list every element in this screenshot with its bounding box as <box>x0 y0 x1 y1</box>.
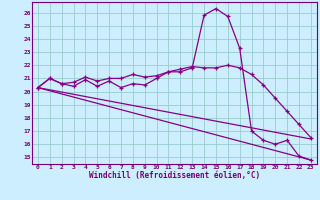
X-axis label: Windchill (Refroidissement éolien,°C): Windchill (Refroidissement éolien,°C) <box>89 171 260 180</box>
